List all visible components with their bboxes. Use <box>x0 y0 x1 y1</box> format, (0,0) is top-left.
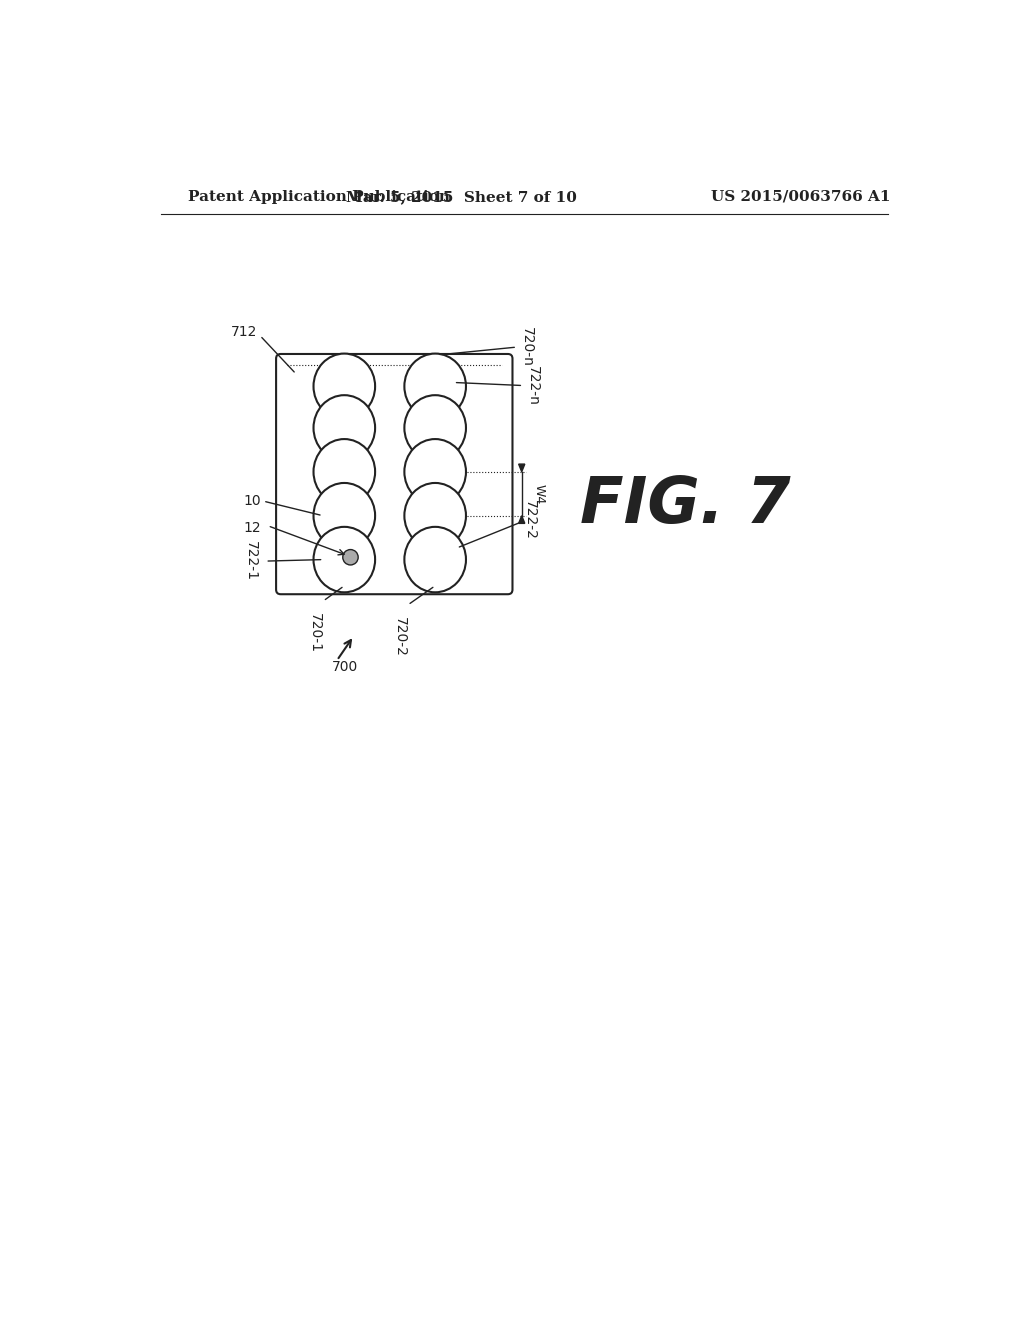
Text: Patent Application Publication: Patent Application Publication <box>188 190 451 203</box>
Circle shape <box>343 549 358 565</box>
Text: Mar. 5, 2015  Sheet 7 of 10: Mar. 5, 2015 Sheet 7 of 10 <box>346 190 578 203</box>
FancyBboxPatch shape <box>276 354 512 594</box>
Ellipse shape <box>404 354 466 418</box>
Polygon shape <box>518 465 524 471</box>
Ellipse shape <box>404 527 466 593</box>
Text: 720-2: 720-2 <box>393 616 408 656</box>
Text: W4: W4 <box>532 483 546 504</box>
Ellipse shape <box>313 354 375 418</box>
Text: 12: 12 <box>244 521 261 535</box>
Ellipse shape <box>404 395 466 461</box>
Text: 722-1: 722-1 <box>244 541 258 581</box>
Text: 720-1: 720-1 <box>308 612 323 652</box>
Text: US 2015/0063766 A1: US 2015/0063766 A1 <box>711 190 890 203</box>
Text: 10: 10 <box>244 494 261 508</box>
Ellipse shape <box>313 527 375 593</box>
Text: 712: 712 <box>231 325 258 339</box>
Text: 722-n: 722-n <box>525 366 540 405</box>
Text: 722-2: 722-2 <box>523 500 538 540</box>
Text: 700: 700 <box>333 660 358 673</box>
Ellipse shape <box>313 440 375 504</box>
Text: 720-n: 720-n <box>519 327 534 367</box>
Text: FIG. 7: FIG. 7 <box>580 474 791 536</box>
Ellipse shape <box>404 440 466 504</box>
Ellipse shape <box>404 483 466 548</box>
Ellipse shape <box>313 395 375 461</box>
Ellipse shape <box>313 483 375 548</box>
Polygon shape <box>518 516 524 524</box>
